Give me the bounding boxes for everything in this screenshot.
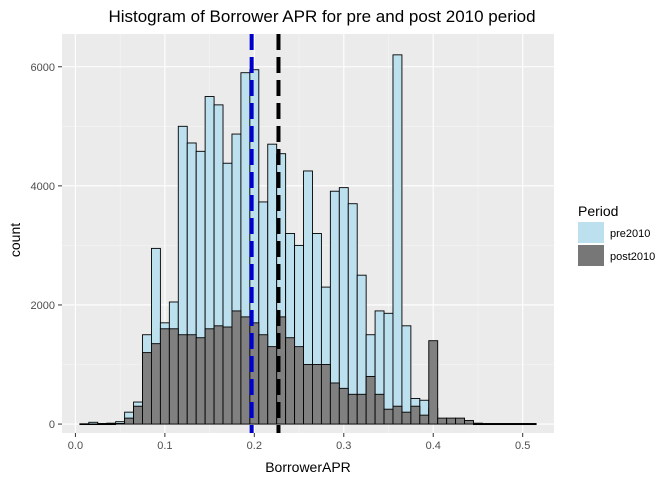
y-tick-label: 0 [49, 419, 55, 431]
post2010-bar [88, 423, 99, 426]
post2010-bar [410, 405, 421, 425]
legend: Period pre2010 post2010 [578, 203, 655, 266]
post2010-bar [446, 417, 457, 425]
post2010-bar [455, 417, 465, 425]
post2010-bar [517, 423, 528, 426]
post2010-bar [240, 316, 251, 425]
post2010-bar [508, 423, 519, 426]
post2010-bar [231, 310, 242, 425]
post2010-bar [374, 393, 385, 425]
post2010-bar [481, 423, 492, 426]
post2010-bar [168, 328, 179, 425]
post2010-bar [464, 420, 474, 425]
post2010-bar [159, 328, 170, 425]
pre2010-bar [347, 203, 358, 425]
x-tick-label: 0.2 [247, 440, 262, 452]
x-tick-label: 0.4 [426, 440, 441, 452]
y-tick-label: 4000 [31, 181, 55, 193]
y-axis-label: count [7, 223, 23, 257]
post2010-bar [177, 334, 188, 425]
y-axis-ticks: 0 2000 4000 6000 [31, 62, 62, 431]
legend-label-pre2010: pre2010 [610, 228, 650, 240]
post2010-bar [303, 364, 313, 425]
legend-label-post2010: post2010 [610, 251, 655, 263]
post2010-bar [356, 393, 367, 425]
post2010-bar [222, 326, 233, 425]
post2010-bar [294, 346, 304, 425]
post2010-bar [473, 423, 483, 426]
post2010-bar [320, 364, 331, 425]
x-tick-label: 0.0 [68, 440, 83, 452]
x-tick-label: 0.5 [515, 440, 530, 452]
post2010-bar [115, 423, 126, 425]
post2010-bar [365, 375, 376, 425]
legend-key-post2010 [578, 245, 604, 266]
post2010-bar [213, 325, 224, 425]
x-axis-ticks: 0.0 0.1 0.2 0.3 0.4 0.5 [68, 433, 530, 452]
post2010-bar [490, 423, 501, 426]
post2010-bar [428, 340, 439, 425]
post2010-bar [419, 414, 430, 425]
post2010-bars [79, 310, 537, 426]
pre2010-bar [383, 312, 394, 425]
post2010-bar [392, 405, 403, 425]
post2010-bar [151, 343, 161, 425]
legend-key-pre2010 [578, 222, 604, 243]
post2010-bar [383, 408, 394, 425]
post2010-bar [97, 423, 108, 426]
post2010-bar [133, 405, 143, 425]
post2010-bar [401, 411, 412, 425]
post2010-bar [312, 364, 322, 425]
post2010-bar [499, 423, 510, 426]
post2010-bar [338, 387, 349, 425]
pre2010-bar [392, 54, 403, 425]
post2010-bar [204, 328, 215, 425]
post2010-bar [186, 334, 197, 425]
post2010-bar [124, 417, 135, 425]
x-tick-label: 0.1 [157, 440, 172, 452]
post2010-bar [437, 417, 448, 425]
y-tick-label: 6000 [31, 62, 55, 74]
post2010-bar [329, 382, 340, 425]
reference-lines [249, 34, 281, 433]
post2010-bar [347, 393, 358, 425]
post2010-bar [106, 423, 117, 426]
post2010-bar [267, 346, 278, 425]
x-axis-label: BorrowerAPR [265, 459, 351, 475]
post2010-bar [142, 352, 152, 425]
pre2010-bar [401, 325, 412, 425]
post2010-bar [79, 423, 90, 426]
legend-title: Period [578, 203, 618, 219]
post2010-bar [526, 423, 537, 426]
chart-title: Histogram of Borrower APR for pre and po… [108, 7, 535, 26]
post2010-bar [258, 334, 269, 425]
post2010-bar [195, 337, 206, 425]
x-tick-label: 0.3 [336, 440, 351, 452]
post2010-bar [285, 337, 296, 425]
y-tick-label: 2000 [31, 300, 55, 312]
